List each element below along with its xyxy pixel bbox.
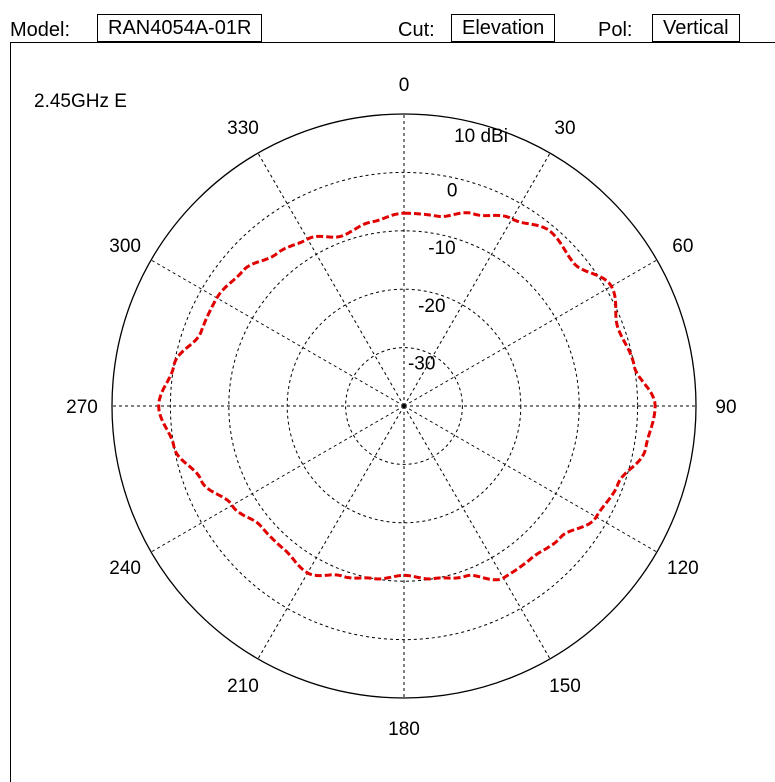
grid-spoke	[257, 405, 405, 660]
grid-spoke	[403, 405, 658, 553]
angle-label: 90	[715, 397, 736, 418]
cut-label: Cut:	[398, 19, 435, 41]
angle-labels: 0 30 60 90 120 150 180 210 240 270 300 330	[66, 75, 736, 740]
pol-field[interactable]: Vertical	[652, 14, 740, 42]
angle-label: 0	[399, 75, 410, 96]
angle-label: 30	[554, 118, 575, 139]
angle-label: 300	[109, 236, 141, 257]
grid-spoke	[257, 152, 405, 407]
radial-tick-label: 0	[447, 181, 458, 202]
angle-label: 150	[549, 676, 581, 697]
radial-tick-label: -10	[428, 238, 455, 259]
grid-spoke	[150, 259, 405, 407]
grid-spoke	[150, 405, 405, 553]
radial-labels: 10 dBi 0 -10 -20 -30	[408, 126, 508, 374]
grid-spoke	[403, 152, 551, 407]
cut-field[interactable]: Elevation	[451, 14, 556, 42]
pol-label: Pol:	[598, 19, 633, 41]
angle-label: 120	[667, 558, 699, 579]
angle-label: 180	[388, 719, 420, 740]
gain-trace	[157, 211, 657, 582]
plot-frame: 2.45GHz E 0 30 60 90 120 150 180 210 240 270 300 33…	[10, 42, 775, 782]
chart-title: 2.45GHz E	[34, 91, 127, 112]
radial-unit-label: 10 dBi	[454, 126, 508, 147]
model-label: Model:	[10, 19, 71, 41]
grid-spoke	[403, 259, 658, 407]
angle-label: 330	[227, 118, 259, 139]
angle-label: 210	[227, 676, 259, 697]
angle-label: 60	[672, 236, 693, 257]
grid-ring	[169, 171, 639, 641]
model-field[interactable]: RAN4054A-01R	[97, 14, 263, 42]
angle-label: 240	[109, 558, 141, 579]
outer-ring	[111, 113, 697, 699]
radial-tick-label: -20	[418, 296, 445, 317]
grid-spoke	[403, 405, 551, 660]
grid-ring	[345, 347, 463, 465]
radial-tick-label: -30	[408, 353, 435, 374]
polar-grid	[111, 113, 697, 699]
angle-label: 270	[66, 397, 98, 418]
polar-chart: 2.45GHz E 0 30 60 90 120 150 180 210 240 270 300 33…	[34, 75, 737, 740]
